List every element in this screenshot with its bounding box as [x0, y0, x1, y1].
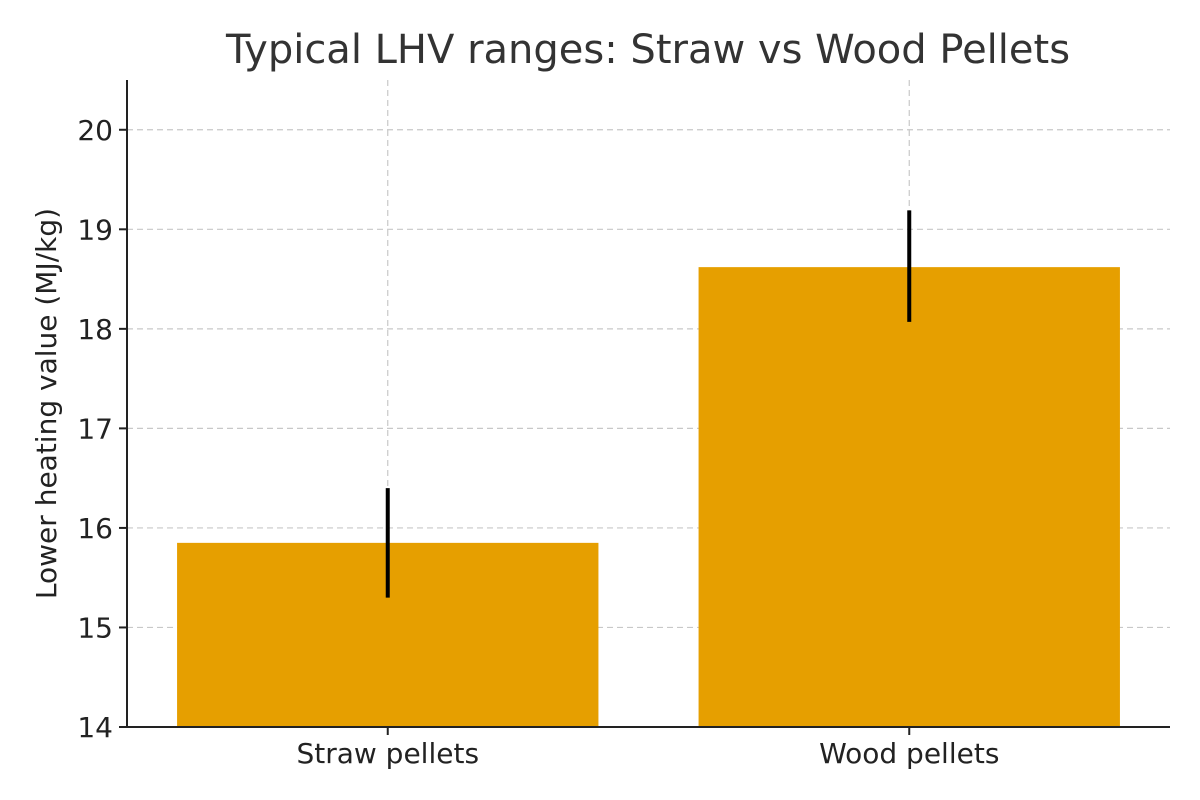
bar-wood-pellets — [698, 267, 1120, 727]
x-tick-label: Straw pellets — [296, 737, 479, 770]
y-tick-label: 16 — [77, 512, 113, 545]
y-axis-label: Lower heating value (MJ/kg) — [30, 208, 63, 599]
y-tick-label: 14 — [77, 711, 113, 744]
y-tick-label: 19 — [77, 213, 113, 246]
chart-title: Typical LHV ranges: Straw vs Wood Pellet… — [225, 27, 1070, 73]
y-tick-label: 15 — [77, 611, 113, 644]
axes: 14 15 16 17 18 19 20 Straw pellets Wood pellets — [77, 80, 1170, 770]
y-tick-label: 20 — [77, 114, 113, 147]
x-tick-label: Wood pellets — [819, 737, 999, 770]
y-tick-label: 18 — [77, 313, 113, 346]
error-bars — [385, 210, 912, 598]
bars — [177, 267, 1120, 727]
y-tick-label: 17 — [77, 412, 113, 445]
